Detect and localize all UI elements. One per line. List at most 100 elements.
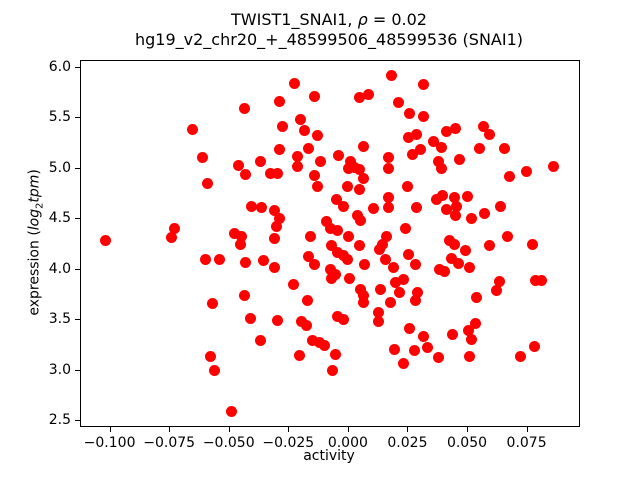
- x-tick-mark: [407, 427, 409, 432]
- data-point: [409, 344, 421, 356]
- data-point: [309, 259, 321, 271]
- data-point: [277, 121, 289, 133]
- data-point: [418, 78, 430, 90]
- x-tick-label: 0.025: [387, 435, 428, 451]
- data-point: [201, 177, 213, 189]
- data-point: [99, 234, 111, 246]
- data-point: [394, 287, 406, 299]
- data-point: [226, 406, 238, 418]
- data-point: [229, 227, 241, 239]
- data-point: [169, 222, 181, 234]
- data-point: [415, 144, 427, 156]
- data-point: [330, 348, 342, 360]
- data-point: [527, 239, 539, 250]
- data-point: [393, 96, 405, 108]
- data-point: [463, 324, 475, 336]
- data-point: [407, 149, 419, 161]
- data-point: [403, 249, 415, 261]
- x-tick-label: 0.000: [327, 435, 368, 451]
- data-point: [289, 77, 301, 89]
- data-point: [470, 317, 482, 329]
- data-point: [274, 212, 286, 224]
- data-point: [333, 150, 345, 162]
- data-point: [265, 168, 277, 180]
- data-point: [381, 230, 393, 242]
- x-axis-label: activity: [303, 448, 355, 464]
- data-point: [383, 191, 395, 203]
- data-point: [302, 295, 314, 307]
- data-point: [412, 287, 424, 299]
- data-point: [299, 125, 311, 137]
- data-point: [272, 168, 284, 180]
- data-point: [294, 349, 306, 361]
- data-point: [312, 180, 324, 192]
- y-tick-mark: [75, 218, 80, 220]
- y-axis-label-tpm: tpm: [26, 174, 43, 203]
- data-point: [441, 203, 453, 215]
- data-point: [390, 277, 402, 289]
- y-tick-mark: [75, 419, 80, 421]
- data-point: [418, 110, 430, 122]
- x-tick-mark: [467, 427, 468, 432]
- data-point: [343, 230, 355, 242]
- data-point: [354, 91, 366, 103]
- data-point: [466, 212, 478, 224]
- chart-title: TWIST1_SNAI1, ρ = 0.02 hg19_v2_chr20_+_4…: [80, 10, 578, 50]
- data-point: [375, 284, 387, 296]
- x-tick-label: −0.050: [202, 435, 255, 451]
- y-axis-label-text: expression (: [26, 230, 43, 316]
- data-point: [303, 143, 315, 155]
- data-point: [321, 215, 333, 227]
- data-point: [446, 253, 458, 265]
- data-point: [484, 129, 496, 141]
- data-point: [165, 231, 177, 243]
- data-point: [345, 156, 357, 168]
- data-point: [246, 200, 258, 212]
- data-point: [358, 141, 370, 153]
- data-point: [245, 312, 257, 324]
- y-tick-mark: [75, 167, 80, 169]
- x-tick-label: 0.075: [506, 435, 547, 451]
- data-point: [206, 298, 218, 310]
- data-point: [214, 254, 226, 266]
- data-point: [398, 274, 410, 286]
- y-axis-label: expression (log2tpm): [27, 92, 46, 392]
- data-point: [239, 102, 251, 114]
- data-point: [209, 365, 221, 377]
- data-point: [502, 230, 514, 242]
- data-point: [301, 319, 313, 331]
- x-tick-label: −0.075: [143, 435, 196, 451]
- data-point: [256, 201, 268, 213]
- data-point: [404, 322, 416, 334]
- data-point: [437, 189, 449, 201]
- y-axis-label-log: log: [26, 208, 43, 231]
- y-axis-label-subscript: 2: [34, 202, 46, 209]
- data-point: [307, 334, 319, 346]
- data-point: [288, 279, 300, 291]
- data-point: [436, 163, 448, 175]
- data-point: [319, 339, 331, 351]
- data-point: [338, 313, 350, 325]
- data-point: [232, 160, 244, 172]
- data-point: [454, 154, 466, 166]
- plot-area: −0.100 −0.075 −0.050 −0.025 0.000 0.025 0.050 0…: [49, 59, 580, 451]
- data-point: [240, 169, 252, 181]
- data-point: [269, 232, 281, 244]
- data-point: [439, 266, 451, 278]
- x-tick-mark: [109, 427, 111, 432]
- data-point: [374, 244, 386, 256]
- data-point: [187, 124, 199, 136]
- data-point: [383, 152, 395, 164]
- data-point: [504, 171, 516, 183]
- data-point: [433, 351, 445, 363]
- data-point: [428, 136, 440, 148]
- y-tick-label: 3.0: [48, 361, 71, 378]
- data-point: [410, 259, 422, 271]
- data-point: [433, 156, 445, 168]
- data-point: [411, 201, 423, 213]
- data-point: [398, 357, 410, 369]
- data-point: [388, 262, 400, 274]
- data-point: [411, 129, 423, 141]
- data-point: [355, 214, 367, 226]
- data-point: [529, 340, 541, 352]
